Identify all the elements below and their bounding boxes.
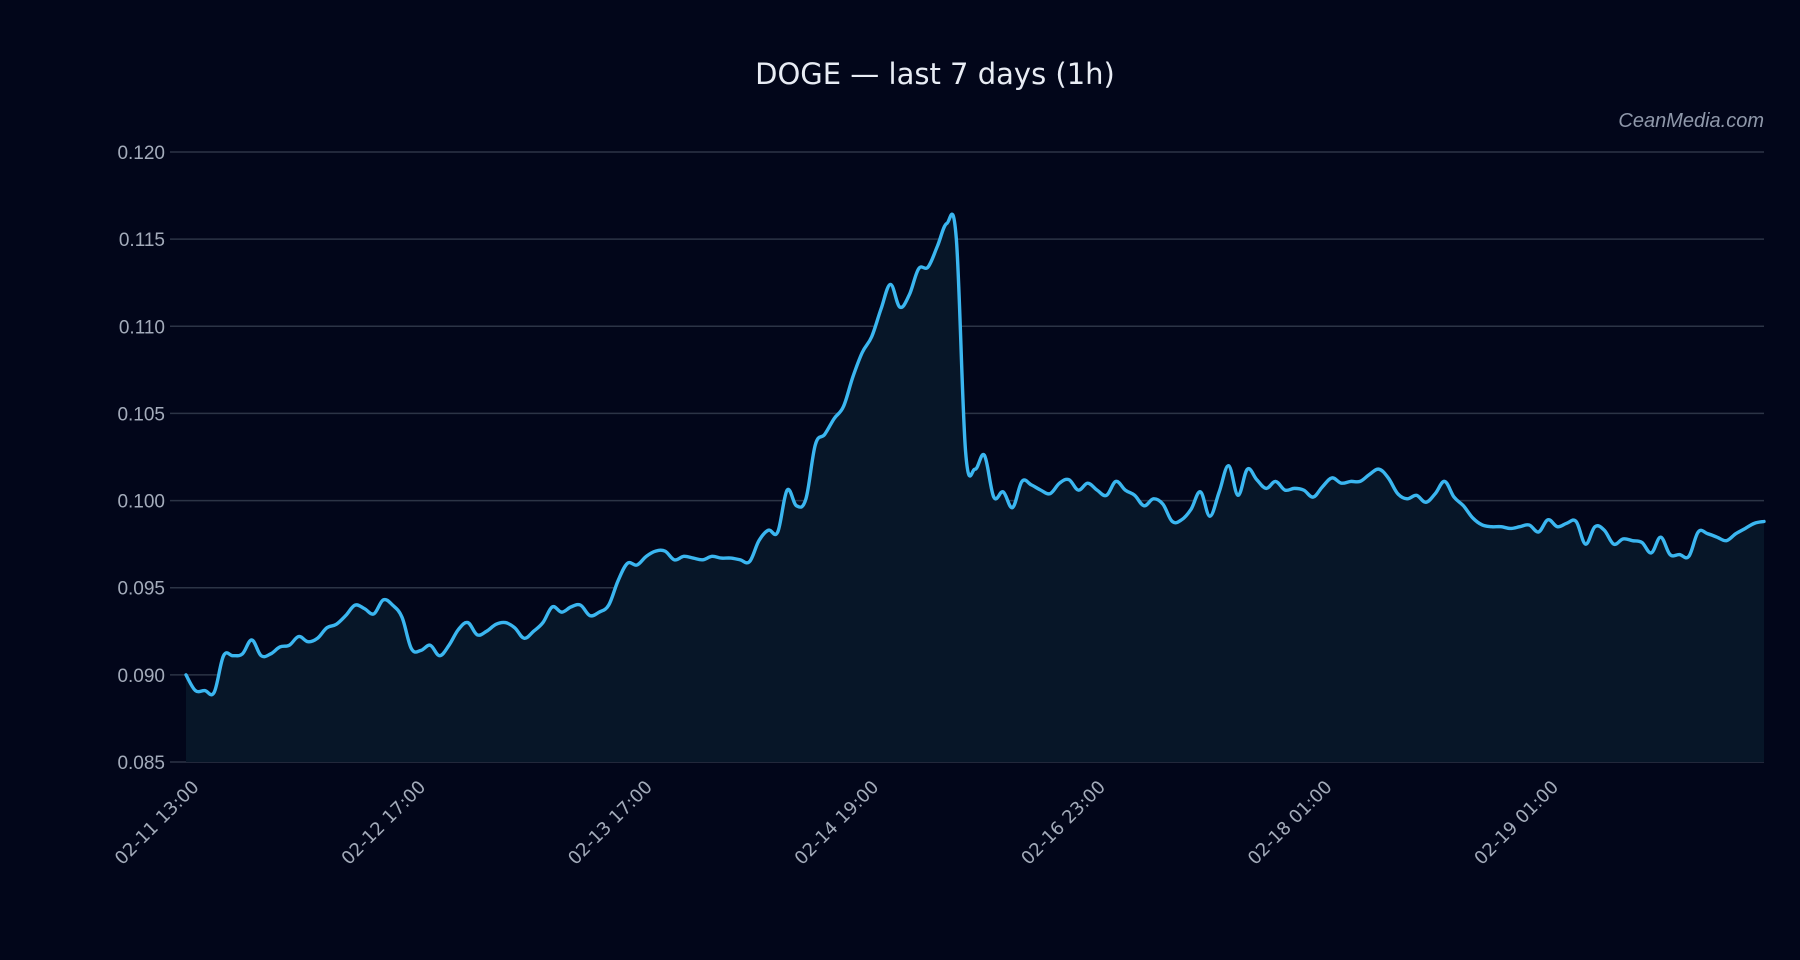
chart-title: DOGE — last 7 days (1h) bbox=[755, 57, 1115, 91]
x-axis-ticks: 02-11 13:00 02-12 17:00 02-13 17:00 02-14 1… bbox=[111, 777, 1563, 870]
y-tick-label: 0.120 bbox=[117, 143, 165, 164]
x-tick-label: 02-12 17:00 bbox=[338, 777, 431, 870]
x-tick-label: 02-16 23:00 bbox=[1017, 777, 1110, 870]
y-tick-label: 0.110 bbox=[119, 317, 165, 338]
x-tick-label: 02-13 17:00 bbox=[564, 777, 657, 870]
y-tick-label: 0.095 bbox=[117, 579, 165, 600]
y-tick-label: 0.115 bbox=[119, 230, 165, 251]
x-tick-label: 02-11 13:00 bbox=[111, 777, 204, 870]
x-tick-label: 02-14 19:00 bbox=[791, 777, 884, 870]
watermark: CeanMedia.com bbox=[1618, 110, 1764, 132]
x-tick-label: 02-18 01:00 bbox=[1244, 777, 1337, 870]
y-tick-label: 0.100 bbox=[117, 492, 165, 513]
x-tick-label: 02-19 01:00 bbox=[1470, 777, 1563, 870]
y-tick-label: 0.090 bbox=[117, 666, 165, 687]
y-tick-label: 0.085 bbox=[117, 753, 165, 774]
price-area-fill bbox=[186, 214, 1764, 762]
y-axis-ticks: 0.085 0.090 0.095 0.100 0.105 0.110 0.115 0.120 bbox=[117, 143, 165, 774]
price-line bbox=[184, 212, 1766, 697]
y-tick-label: 0.105 bbox=[117, 404, 165, 425]
